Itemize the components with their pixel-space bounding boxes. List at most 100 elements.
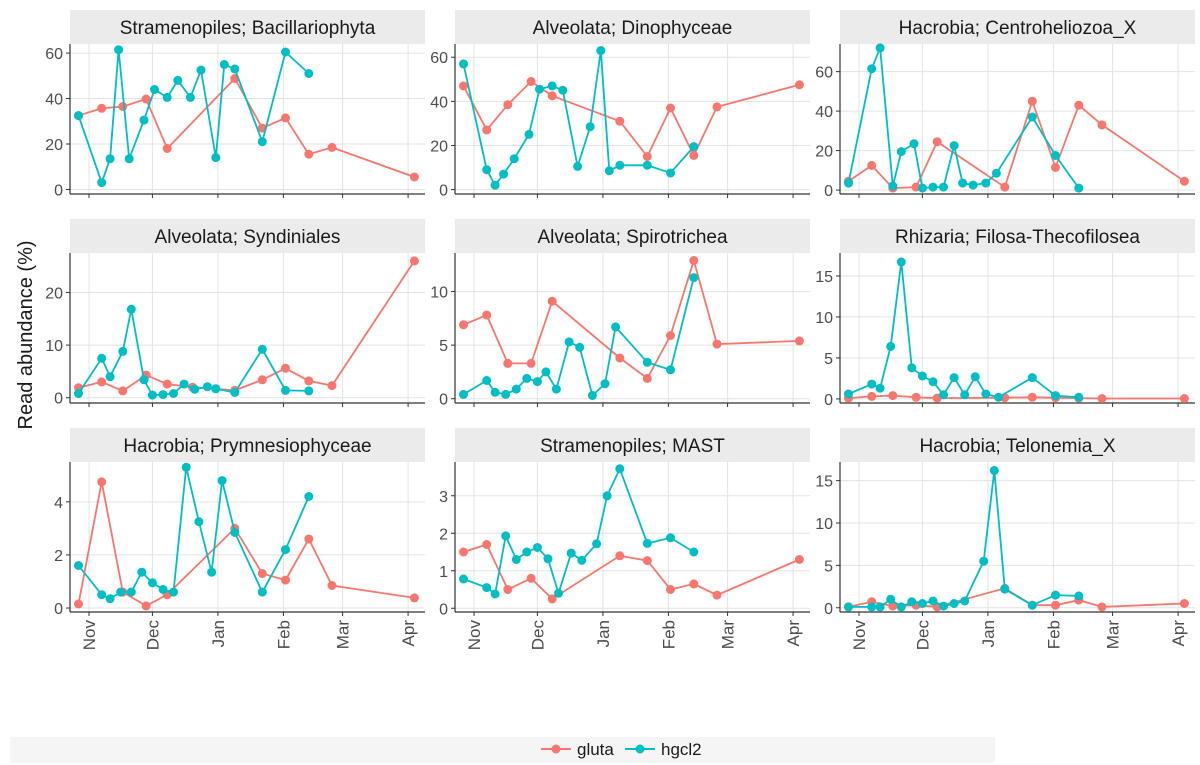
data-point-hgcl2 <box>666 365 675 375</box>
y-tick-label: 20 <box>45 137 63 154</box>
data-point-hgcl2 <box>257 137 267 147</box>
data-point-gluta <box>911 392 921 402</box>
data-point-hgcl2 <box>642 160 652 170</box>
data-point-hgcl2 <box>1051 151 1060 160</box>
x-tick-label: Dec <box>528 620 547 651</box>
data-point-hgcl2 <box>501 389 511 399</box>
data-point-hgcl2 <box>169 389 178 398</box>
data-point-gluta <box>409 256 419 266</box>
data-point-hgcl2 <box>587 391 597 400</box>
data-point-hgcl2 <box>207 567 217 577</box>
data-point-hgcl2 <box>611 322 621 332</box>
data-point-hgcl2 <box>281 385 290 395</box>
data-point-hgcl2 <box>459 59 468 69</box>
legend-key-gluta-point <box>551 744 561 754</box>
data-point-gluta <box>257 375 267 385</box>
data-point-gluta <box>459 547 468 557</box>
data-point-hgcl2 <box>532 543 542 552</box>
data-point-hgcl2 <box>541 367 551 377</box>
data-point-gluta <box>281 363 290 373</box>
y-tick-label: 5 <box>824 558 833 575</box>
data-point-hgcl2 <box>886 594 896 604</box>
data-point-hgcl2 <box>949 141 959 151</box>
facet-title: Rhizaria; Filosa-Thecofilosea <box>895 227 1140 248</box>
data-point-hgcl2 <box>689 142 699 152</box>
data-point-hgcl2 <box>989 466 999 475</box>
data-point-hgcl2 <box>666 168 675 178</box>
data-point-gluta <box>615 116 625 126</box>
data-point-gluta <box>712 102 722 112</box>
data-point-hgcl2 <box>547 81 557 91</box>
data-point-hgcl2 <box>907 597 917 607</box>
data-point-gluta <box>482 310 492 320</box>
data-point-hgcl2 <box>158 584 168 594</box>
legend-label-hgcl2: hgcl2 <box>661 740 702 759</box>
data-point-gluta <box>74 599 83 609</box>
data-point-hgcl2 <box>604 166 614 176</box>
data-point-hgcl2 <box>211 384 221 394</box>
data-point-hgcl2 <box>1074 392 1084 402</box>
data-point-hgcl2 <box>1000 584 1010 594</box>
y-tick-label: 5 <box>824 351 833 368</box>
data-point-gluta <box>141 94 151 104</box>
data-point-hgcl2 <box>844 602 853 612</box>
facet-strip <box>840 10 1195 44</box>
data-point-hgcl2 <box>558 85 568 95</box>
data-point-gluta <box>1000 182 1010 192</box>
data-point-hgcl2 <box>230 527 240 537</box>
data-point-hgcl2 <box>928 377 938 387</box>
data-point-gluta <box>1027 96 1037 106</box>
y-tick-label: 2 <box>439 526 448 543</box>
data-point-hgcl2 <box>991 168 1001 178</box>
data-point-hgcl2 <box>867 379 877 389</box>
data-point-hgcl2 <box>958 178 968 188</box>
y-tick-label: 0 <box>824 392 833 409</box>
x-tick-label: Dec <box>143 620 162 651</box>
y-tick-label: 4 <box>54 495 63 512</box>
y-tick-label: 0 <box>824 601 833 618</box>
facet-strip <box>70 428 425 462</box>
data-point-hgcl2 <box>1027 373 1037 383</box>
facet-title: Alveolata; Syndiniales <box>155 227 341 248</box>
facet-panel: Hacrobia; Telonemia_X 0 5 10 15 Nov Dec Jan Feb M… <box>815 428 1195 650</box>
data-point-hgcl2 <box>600 379 610 389</box>
data-point-gluta <box>689 256 699 265</box>
data-point-gluta <box>666 331 675 340</box>
data-point-gluta <box>666 103 675 113</box>
data-point-hgcl2 <box>867 602 877 612</box>
facet-title: Stramenopiles; Bacillariophyta <box>120 18 376 39</box>
facet-title: Hacrobia; Telonemia_X <box>919 436 1115 457</box>
data-point-gluta <box>1179 176 1189 186</box>
data-point-gluta <box>141 601 151 611</box>
data-point-hgcl2 <box>939 182 948 192</box>
data-point-gluta <box>304 376 314 386</box>
facet-title: Alveolata; Spirotrichea <box>537 227 728 248</box>
data-point-hgcl2 <box>949 599 959 608</box>
data-point-hgcl2 <box>185 92 195 102</box>
data-point-gluta <box>526 573 536 583</box>
data-point-gluta <box>1179 394 1189 403</box>
x-tick-label: Nov <box>850 620 869 651</box>
series-line-hgcl2 <box>463 277 695 398</box>
data-point-gluta <box>615 353 625 363</box>
data-point-hgcl2 <box>217 476 227 486</box>
data-point-hgcl2 <box>615 464 625 474</box>
data-point-hgcl2 <box>573 161 583 171</box>
facet-title: Hacrobia; Prymnesiophyceae <box>123 436 371 457</box>
data-point-hgcl2 <box>118 346 128 356</box>
y-tick-label: 5 <box>439 338 448 355</box>
data-point-gluta <box>932 137 942 147</box>
facet-panels: Stramenopiles; Bacillariophyta0204060Alv… <box>45 10 1195 650</box>
y-tick-label: 0 <box>54 601 63 618</box>
data-point-hgcl2 <box>928 182 938 192</box>
data-point-hgcl2 <box>585 122 595 132</box>
data-point-hgcl2 <box>490 180 500 190</box>
data-point-hgcl2 <box>124 154 134 164</box>
y-tick-label: 0 <box>824 183 833 200</box>
data-point-hgcl2 <box>917 183 927 193</box>
series-line-hgcl2 <box>848 261 1079 399</box>
data-point-hgcl2 <box>202 382 212 392</box>
data-point-hgcl2 <box>105 594 115 604</box>
x-tick-label: Nov <box>80 620 99 651</box>
data-point-gluta <box>712 339 722 349</box>
